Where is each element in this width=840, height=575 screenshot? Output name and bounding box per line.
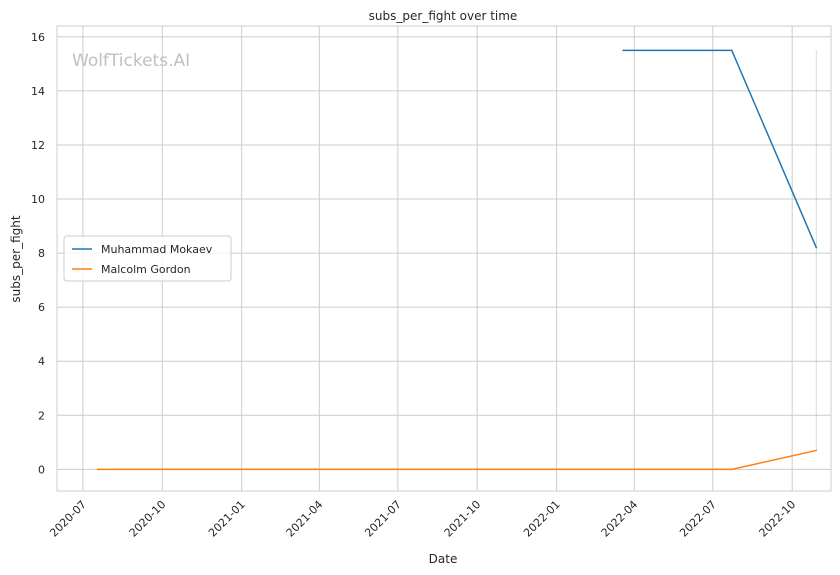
data-point: [96, 468, 99, 471]
y-tick-label: 8: [38, 247, 45, 260]
legend-label: Malcolm Gordon: [101, 263, 191, 276]
x-tick-label: 2022-07: [677, 498, 719, 540]
data-point: [622, 49, 624, 52]
x-tick-label: 2021-10: [442, 498, 484, 540]
legend: Muhammad Mokaev Malcolm Gordon: [63, 235, 232, 282]
data-point: [731, 468, 733, 471]
legend-label: Muhammad Mokaev: [101, 243, 213, 256]
x-tick-label: 2021-01: [206, 498, 248, 540]
x-tick-label: 2022-01: [521, 498, 563, 540]
x-tick-label: 2020-10: [127, 498, 169, 540]
y-tick-label: 2: [38, 409, 45, 422]
data-point: [731, 49, 733, 52]
y-tick-label: 0: [38, 463, 45, 476]
y-tick-labels: 0 2 4 6 8 10 12 14 16: [31, 31, 45, 477]
chart-title: subs_per_fight over time: [369, 9, 518, 23]
x-axis-label: Date: [429, 552, 458, 566]
y-axis-label: subs_per_fight: [9, 215, 23, 302]
y-tick-label: 6: [38, 301, 45, 314]
series-layer: [96, 49, 818, 471]
y-tick-label: 4: [38, 355, 45, 368]
axes-frame: [56, 25, 832, 492]
y-tick-label: 10: [31, 193, 45, 206]
y-tick-label: 16: [31, 31, 45, 44]
x-tick-labels: 2020-07 2020-10 2021-01 2021-04 2021-07 2021-…: [47, 498, 798, 540]
watermark: WolfTickets.AI: [72, 51, 190, 71]
y-tick-label: 14: [31, 85, 45, 98]
data-point: [815, 246, 818, 249]
x-tick-label: 2020-07: [47, 498, 89, 540]
x-tick-label: 2022-04: [599, 498, 641, 540]
legend-box: [63, 235, 232, 282]
x-tick-label: 2021-07: [362, 498, 404, 540]
x-tick-label: 2021-04: [284, 498, 326, 540]
axes-border: [56, 25, 832, 492]
x-tick-label: 2022-10: [757, 498, 799, 540]
data-point: [815, 449, 818, 452]
y-tick-label: 12: [31, 139, 45, 152]
